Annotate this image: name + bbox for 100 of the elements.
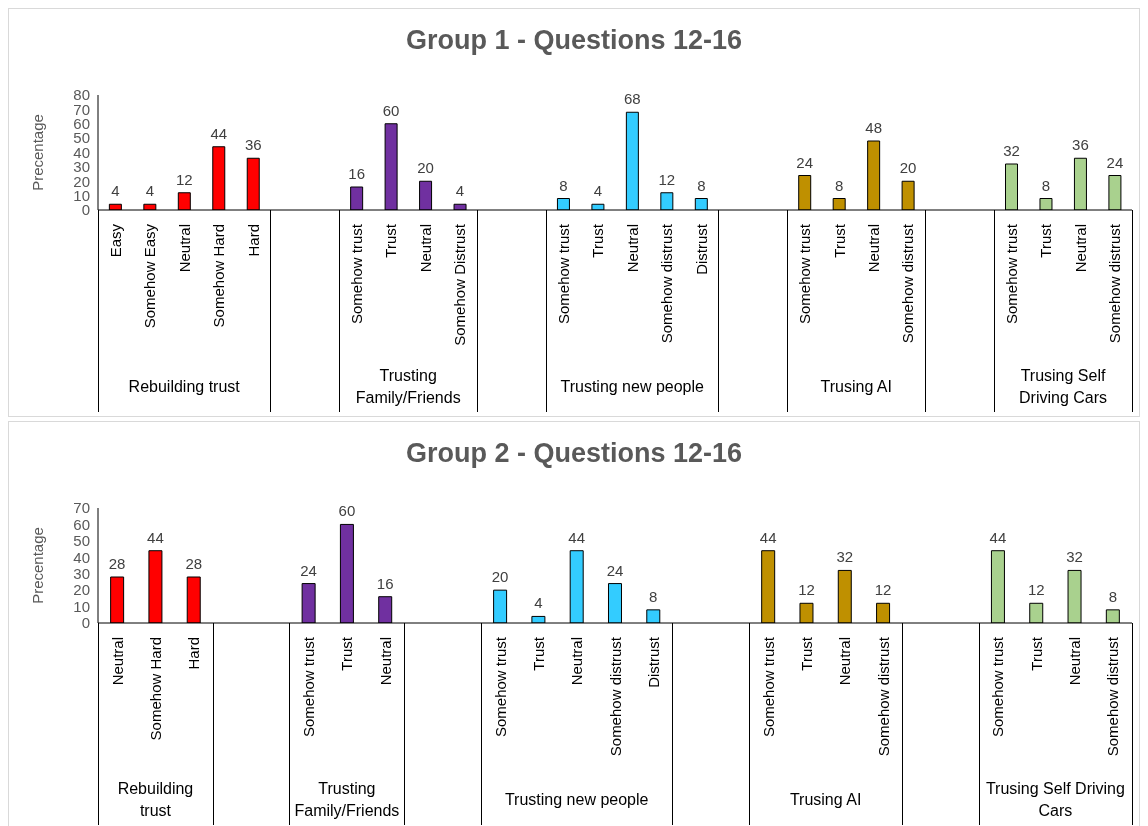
- data-label: 44: [989, 528, 1007, 546]
- x-tick-label: Trust: [589, 223, 607, 258]
- x-tick-label: Hard: [185, 637, 203, 670]
- x-tick-label: Somehow trust: [796, 223, 814, 325]
- data-label: 44: [210, 124, 228, 142]
- text: Trusing Self Driving Cars: [984, 779, 1126, 821]
- data-label: 12: [658, 170, 676, 188]
- data-label: 24: [606, 561, 624, 579]
- x-tick-label: Somehow trust: [491, 636, 509, 738]
- x-tick-label: Somehow distrust: [1106, 223, 1124, 344]
- data-label: 4: [534, 594, 543, 612]
- y-tick-label: 70: [73, 499, 90, 517]
- data-label: 36: [1072, 136, 1089, 154]
- text: Trusting Family/Friends: [354, 366, 462, 408]
- x-tick-label: Trust: [797, 636, 815, 671]
- x-tick-label: Somehow distrust: [606, 636, 624, 757]
- data-label: 24: [796, 153, 814, 171]
- text: Rebuilding trust: [116, 779, 195, 821]
- x-tick-label: Somehow trust: [759, 636, 777, 738]
- text: Trusting Family/Friends: [293, 779, 401, 821]
- x-tick-label: Somehow distrust: [874, 636, 892, 757]
- text: Trusing Self Driving Cars: [1018, 366, 1109, 408]
- data-label: 28: [108, 555, 126, 572]
- data-label: 4: [111, 182, 120, 200]
- data-label: 28: [185, 555, 203, 572]
- data-label: 60: [382, 101, 400, 119]
- x-tick-label: Easy: [106, 223, 124, 258]
- x-tick-label: Hard: [244, 224, 262, 257]
- x-tick-label: Somehow trust: [300, 636, 318, 738]
- y-tick-label: 40: [73, 548, 90, 566]
- x-tick-label: Neutral: [568, 637, 586, 686]
- data-label: 32: [836, 548, 854, 566]
- x-tick-label: Somehow Easy: [141, 223, 159, 329]
- text: Trusing AI: [819, 377, 893, 397]
- y-tick-label: 0: [81, 614, 90, 632]
- x-tick-label: Somehow Hard: [146, 637, 164, 741]
- data-label: 44: [147, 528, 164, 546]
- data-label: 24: [1106, 153, 1124, 171]
- chart-title: Group 2 - Questions 12-16: [404, 436, 744, 470]
- x-tick-label: Neutral: [1066, 637, 1084, 686]
- x-tick-label: Trust: [830, 223, 848, 258]
- x-tick-label: Neutral: [108, 637, 126, 686]
- x-tick-label: Trust: [1027, 636, 1045, 671]
- x-tick-label: Somehow Distrust: [451, 223, 469, 346]
- data-label: 8: [835, 176, 844, 194]
- x-tick-label: Somehow trust: [989, 636, 1007, 738]
- x-tick-label: Neutral: [1071, 224, 1089, 273]
- y-tick-label: 60: [73, 515, 90, 533]
- x-tick-label: Neutral: [416, 224, 434, 273]
- data-label: 48: [865, 119, 882, 136]
- data-label: 44: [568, 528, 586, 546]
- data-label: 24: [300, 561, 317, 579]
- x-tick-label: Somehow distrust: [899, 223, 917, 344]
- x-tick-label: Somehow trust: [1002, 223, 1020, 325]
- data-label: 20: [491, 568, 509, 586]
- data-label: 32: [1066, 548, 1083, 566]
- text: Rebuilding trust: [127, 377, 241, 397]
- x-tick-label: Somehow distrust: [658, 223, 676, 344]
- x-tick-label: Neutral: [836, 637, 854, 686]
- x-tick-label: Somehow distrust: [1104, 636, 1122, 757]
- data-label: 8: [1041, 176, 1051, 194]
- data-label: 12: [175, 170, 193, 188]
- data-label: 32: [1003, 142, 1020, 159]
- data-label: 36: [244, 136, 262, 154]
- y-tick-label: 20: [73, 581, 90, 599]
- data-label: 20: [417, 159, 434, 177]
- x-tick-label: Somehow trust: [554, 223, 572, 325]
- x-tick-label: Neutral: [623, 224, 641, 273]
- text: Trusing AI: [788, 790, 863, 810]
- data-label: 68: [624, 90, 641, 108]
- text: Trusting new people: [503, 790, 650, 810]
- x-tick-label: Trust: [338, 636, 356, 671]
- text: Trusting new people: [559, 377, 705, 397]
- x-tick-label: Distrust: [692, 223, 710, 275]
- y-tick-label: 30: [73, 565, 90, 583]
- x-tick-label: Trust: [529, 636, 547, 671]
- y-tick-label: 50: [73, 532, 90, 550]
- data-label: 60: [338, 502, 356, 520]
- x-tick-label: Trust: [382, 223, 400, 258]
- x-tick-label: Neutral: [175, 224, 193, 273]
- x-tick-label: Neutral: [865, 224, 882, 273]
- y-tick-label: 10: [73, 597, 90, 615]
- y-axis-title: Precentage: [29, 527, 47, 604]
- data-label: 12: [798, 581, 815, 599]
- data-label: 8: [649, 587, 658, 605]
- data-label: 16: [348, 165, 365, 182]
- x-tick-label: Distrust: [644, 636, 662, 688]
- data-label: 4: [593, 182, 603, 200]
- data-label: 16: [376, 574, 394, 592]
- x-tick-label: Neutral: [376, 637, 394, 686]
- data-label: 20: [899, 159, 917, 177]
- data-label: 44: [759, 528, 777, 546]
- data-label: 12: [874, 581, 892, 599]
- chart-title: Group 1 - Questions 12-16: [404, 23, 744, 57]
- data-label: 12: [1027, 581, 1045, 599]
- x-tick-label: Somehow trust: [348, 223, 365, 325]
- data-label: 8: [1108, 587, 1118, 605]
- y-axis-title: Precentage: [29, 114, 47, 191]
- y-tick-label: 0: [81, 201, 90, 219]
- data-label: 8: [697, 176, 706, 194]
